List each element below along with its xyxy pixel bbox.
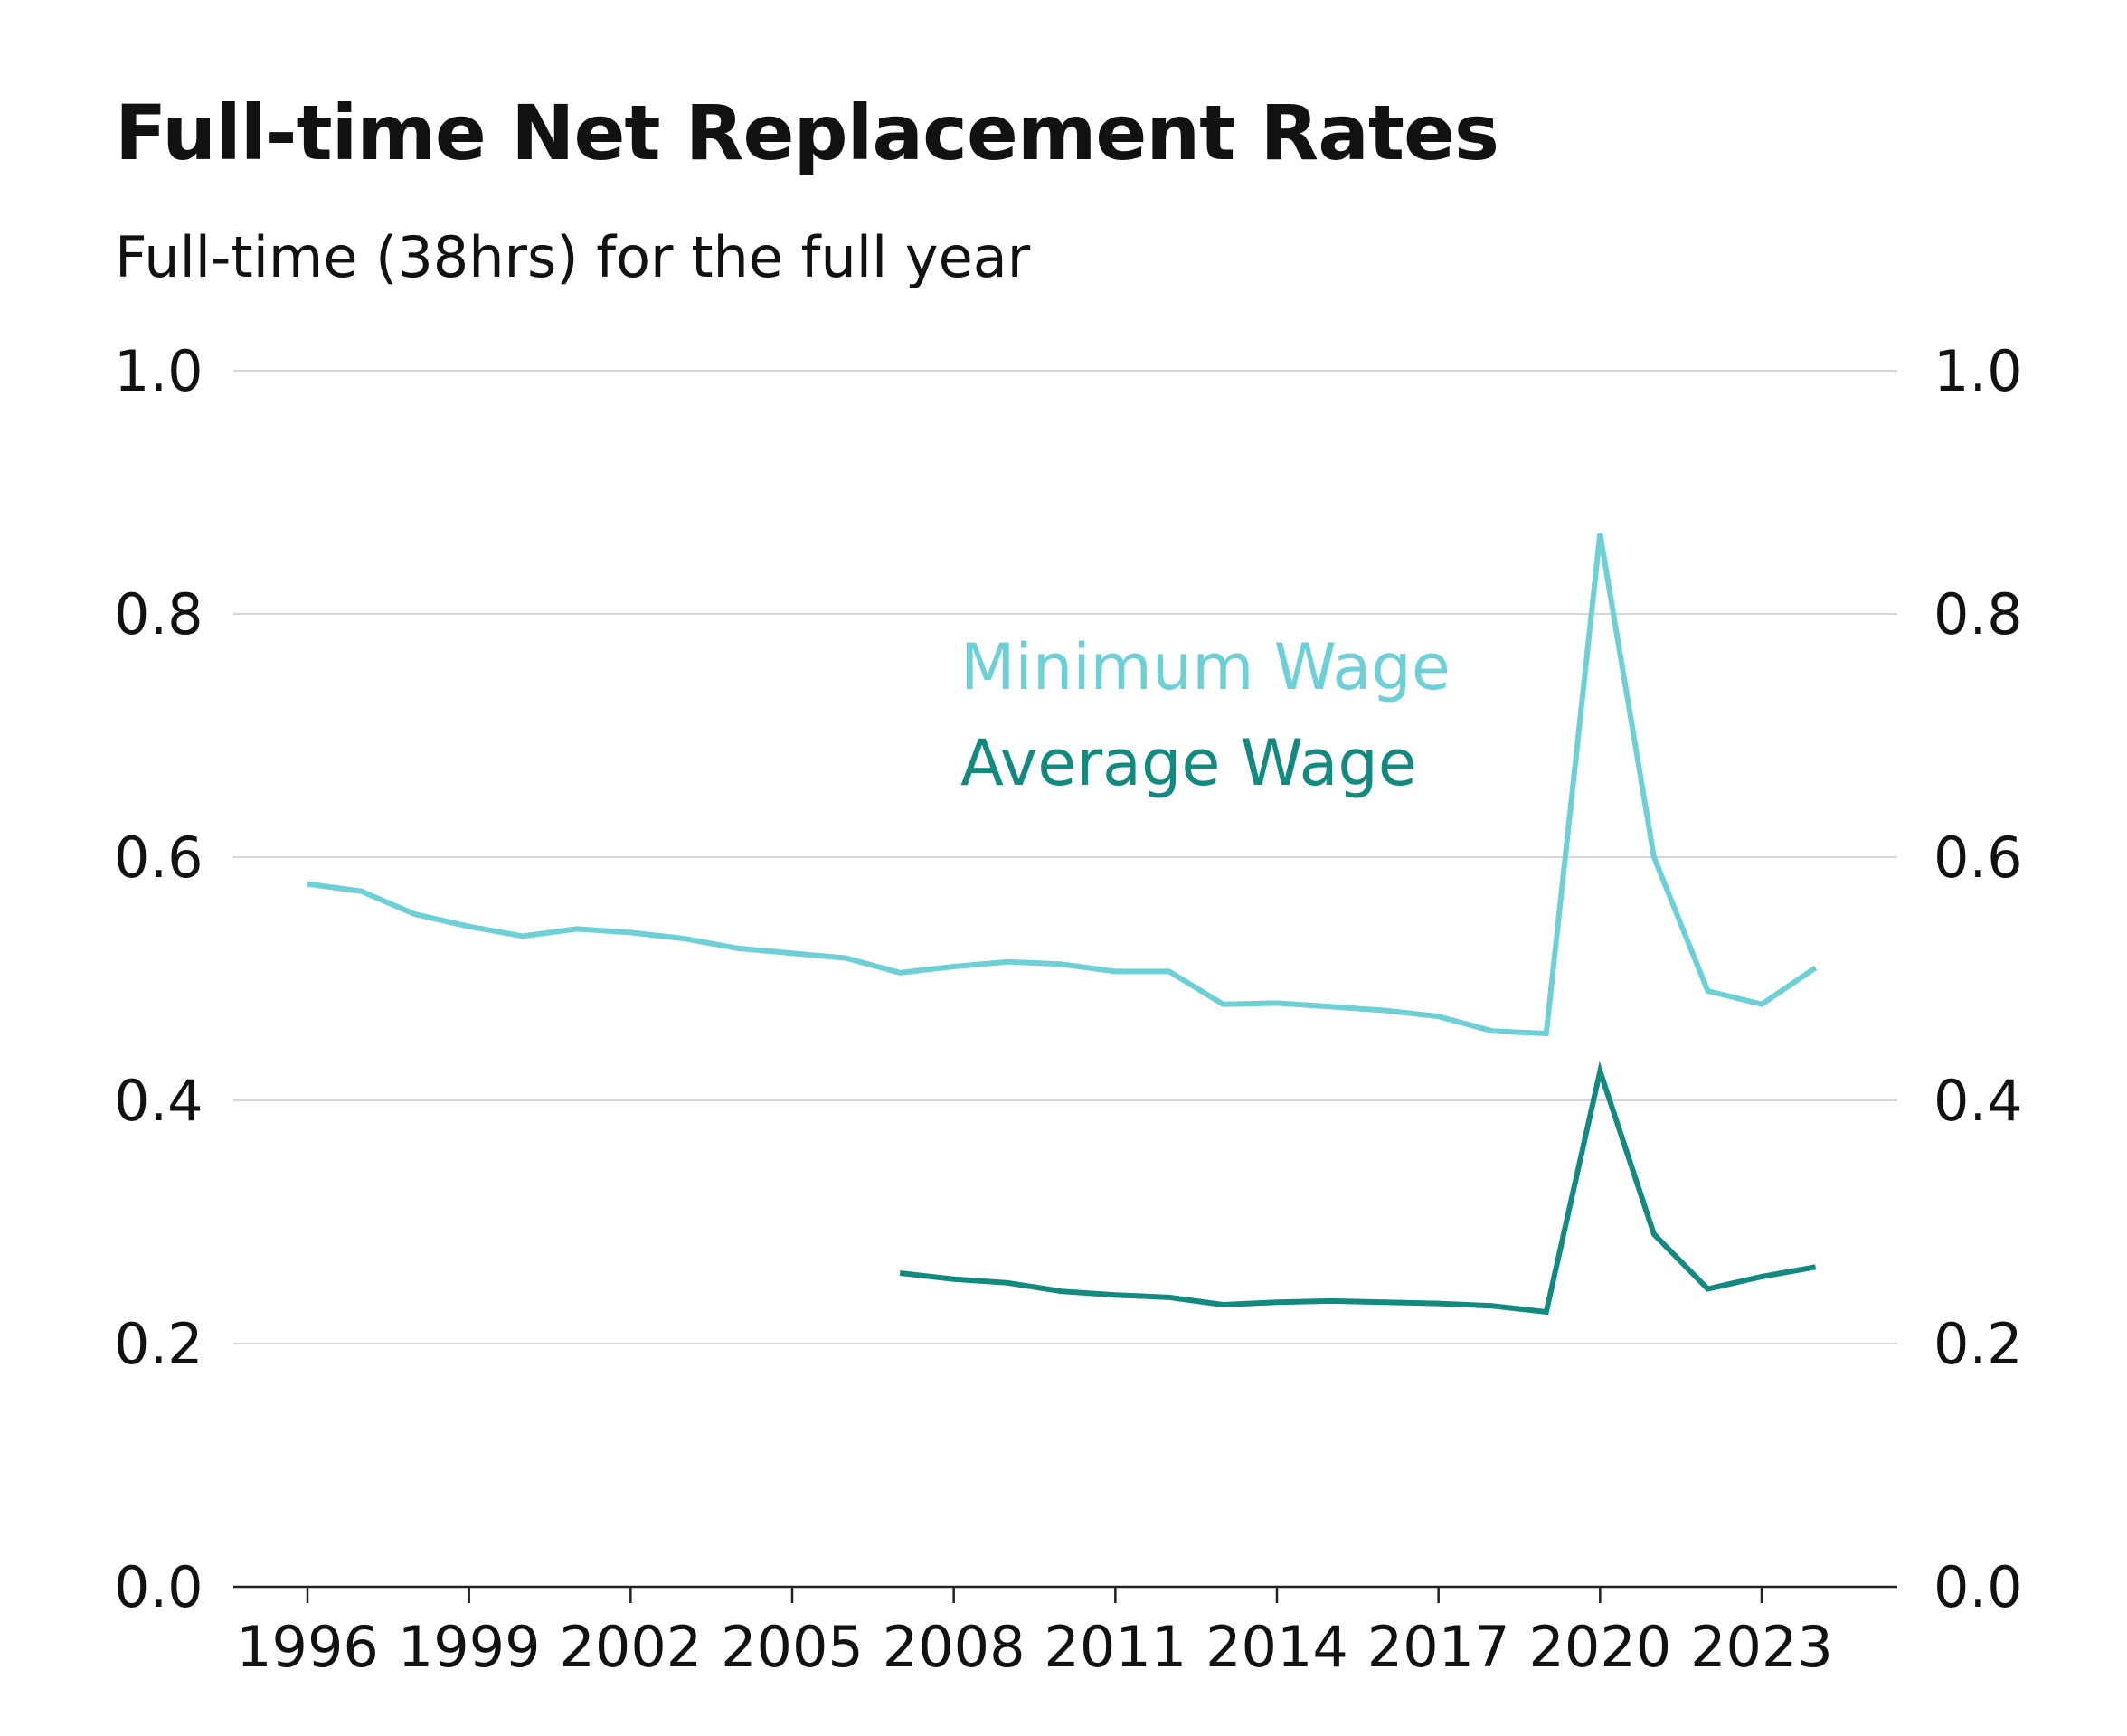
y-tick-label-right: 0.4: [1933, 1068, 2023, 1134]
y-tick-label-right: 0.8: [1933, 581, 2023, 647]
x-tick-label: 2023: [1690, 1614, 1833, 1680]
legend-label-minimum-wage: Minimum Wage: [960, 630, 1451, 704]
x-tick-label: 2002: [559, 1614, 702, 1680]
legend-label-average-wage: Average Wage: [960, 726, 1417, 800]
chart-title: Full-time Net Replacement Rates: [115, 89, 1499, 177]
y-tick-label-left: 0.6: [114, 825, 203, 891]
y-tick-label-right: 0.2: [1933, 1311, 2023, 1377]
legend: Minimum Wage Average Wage: [960, 630, 1451, 800]
y-tick-label-right: 0.0: [1933, 1554, 2023, 1620]
x-tick-label: 1999: [398, 1614, 541, 1680]
chart-subtitle: Full-time (38hrs) for the full year: [115, 224, 1031, 290]
gridlines: [233, 370, 1897, 1344]
series-line-average-wage: [899, 1061, 1817, 1316]
x-tick-label: 2020: [1528, 1614, 1671, 1680]
y-tick-label-left: 0.2: [114, 1311, 203, 1377]
series-line-minimum-wage: [307, 533, 1818, 1037]
y-tick-label-left: 0.8: [114, 581, 203, 647]
series-lines: [307, 533, 1818, 1316]
y-tick-label-left: 0.4: [114, 1068, 203, 1134]
y-tick-label-left: 1.0: [114, 338, 203, 404]
y-tick-label-right: 0.6: [1933, 825, 2023, 891]
y-tick-label-right: 1.0: [1933, 338, 2023, 404]
y-tick-label-left: 0.0: [114, 1554, 203, 1620]
x-tick-label: 2011: [1044, 1614, 1186, 1680]
x-tick-label: 2008: [883, 1614, 1026, 1680]
x-tick-label: 2017: [1367, 1614, 1510, 1680]
x-tick-label: 2005: [721, 1614, 864, 1680]
axes: 0.0 0.0 0.2 0.2 0.4 0.4 0.6 0.6 0.8 0.8 1.0 1.0 1996…: [114, 338, 2023, 1680]
x-tick-label: 2014: [1205, 1614, 1348, 1680]
x-tick-label: 1996: [236, 1614, 379, 1680]
